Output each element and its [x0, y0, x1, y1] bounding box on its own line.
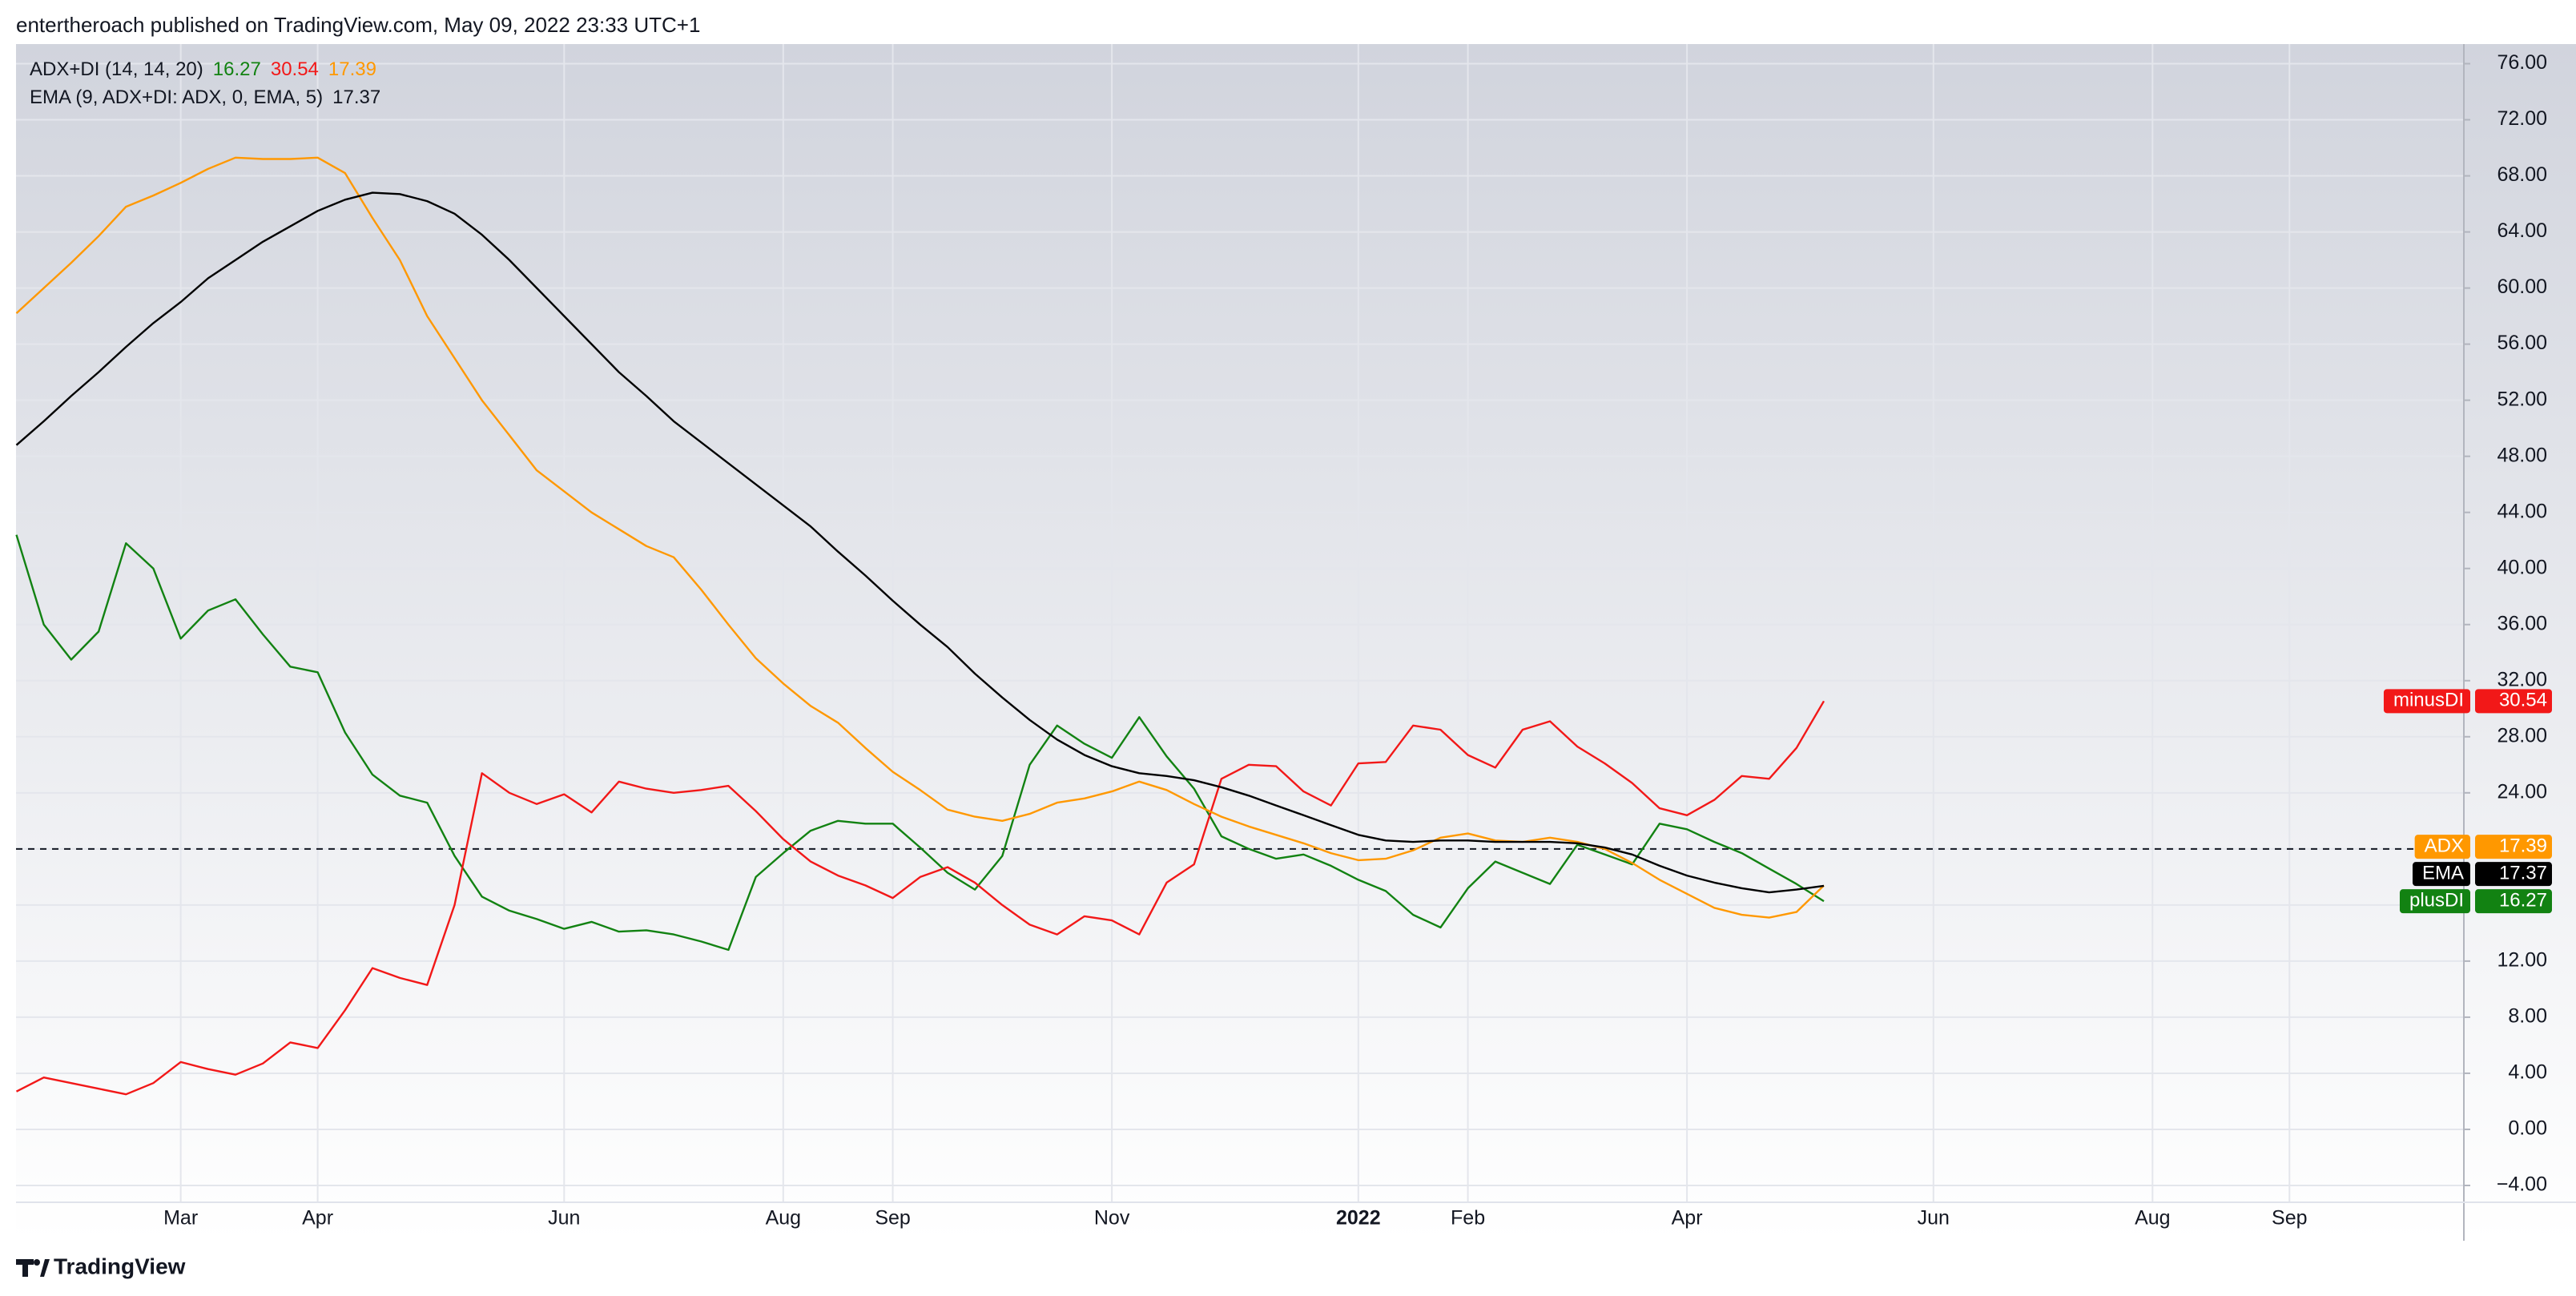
y-tick-label: 56.00: [2497, 332, 2547, 354]
y-tick-label: 52.00: [2497, 388, 2547, 410]
x-tick-label: Sep: [2272, 1207, 2307, 1230]
legend-title: EMA (9, ADX+DI: ADX, 0, EMA, 5): [30, 87, 323, 108]
price-label-name: plusDI: [2409, 889, 2464, 911]
price-label-value: 30.54: [2499, 690, 2547, 711]
x-tick-label: Apr: [302, 1207, 333, 1230]
series-line: [15, 534, 1825, 952]
y-tick-label: 76.00: [2497, 51, 2547, 74]
y-tick-label: 72.00: [2497, 107, 2547, 130]
price-label-name: ADX: [2425, 835, 2464, 856]
legend-title: ADX+DI (14, 14, 20): [30, 58, 203, 80]
legend-value: 17.39: [328, 58, 376, 80]
legend-entry: ADX+DI (14, 14, 20) 16.27 30.54 17.39: [30, 58, 376, 80]
y-tick-label: −4.00: [2497, 1173, 2547, 1196]
y-tick-label: 64.00: [2497, 219, 2547, 242]
brand-logo: [16, 1259, 50, 1277]
price-label-value: 17.37: [2499, 862, 2547, 883]
y-tick-label: 44.00: [2497, 500, 2547, 522]
chart-background: [16, 44, 2576, 1241]
y-tick-label: 4.00: [2508, 1061, 2547, 1084]
price-label-box: [2412, 862, 2470, 887]
x-tick-label: Feb: [1451, 1207, 1485, 1230]
series-line: [15, 191, 1825, 894]
price-label-box: [2475, 889, 2552, 914]
y-tick-label: 24.00: [2497, 780, 2547, 803]
y-tick-label: 68.00: [2497, 163, 2547, 186]
y-tick-label: 8.00: [2508, 1005, 2547, 1028]
price-label-name: minusDI: [2393, 690, 2464, 711]
price-label-box: [2475, 835, 2552, 859]
legend-value: 16.27: [213, 58, 261, 80]
price-label-box: [2475, 689, 2552, 714]
price-label-box: [2383, 689, 2470, 714]
y-tick-label: 32.00: [2497, 668, 2547, 690]
y-tick-label: 12.00: [2497, 949, 2547, 972]
price-label-value: 17.39: [2499, 835, 2547, 856]
x-tick-label: Apr: [1672, 1207, 1703, 1230]
x-tick-label: Nov: [1094, 1207, 1130, 1230]
brand: TradingView: [54, 1254, 186, 1278]
legend-value: 17.37: [332, 87, 380, 108]
price-label-box: [2414, 835, 2470, 859]
x-tick-label: Aug: [2135, 1207, 2170, 1230]
x-tick-label: Mar: [163, 1207, 198, 1230]
x-tick-label: Aug: [766, 1207, 801, 1230]
y-tick-label: 40.00: [2497, 556, 2547, 578]
y-tick-label: 48.00: [2497, 444, 2547, 466]
y-tick-label: 36.00: [2497, 612, 2547, 634]
y-tick-label: 0.00: [2508, 1117, 2547, 1140]
x-tick-label: Jun: [1918, 1207, 1950, 1230]
price-label-box: [2475, 862, 2552, 887]
x-tick-label: 2022: [1336, 1207, 1381, 1230]
x-tick-label: Sep: [875, 1207, 910, 1230]
header: entertheroach published on TradingView.c…: [16, 13, 700, 37]
y-tick-label: 28.00: [2497, 724, 2547, 747]
y-tick-label: 60.00: [2497, 276, 2547, 298]
price-label-value: 16.27: [2499, 889, 2547, 911]
price-label-name: EMA: [2422, 862, 2464, 883]
legend-entry: EMA (9, ADX+DI: ADX, 0, EMA, 5) 17.37: [30, 87, 380, 108]
legend-value: 30.54: [271, 58, 319, 80]
price-label-box: [2399, 889, 2470, 914]
x-tick-label: Jun: [548, 1207, 580, 1230]
series-line: [15, 700, 1825, 1096]
